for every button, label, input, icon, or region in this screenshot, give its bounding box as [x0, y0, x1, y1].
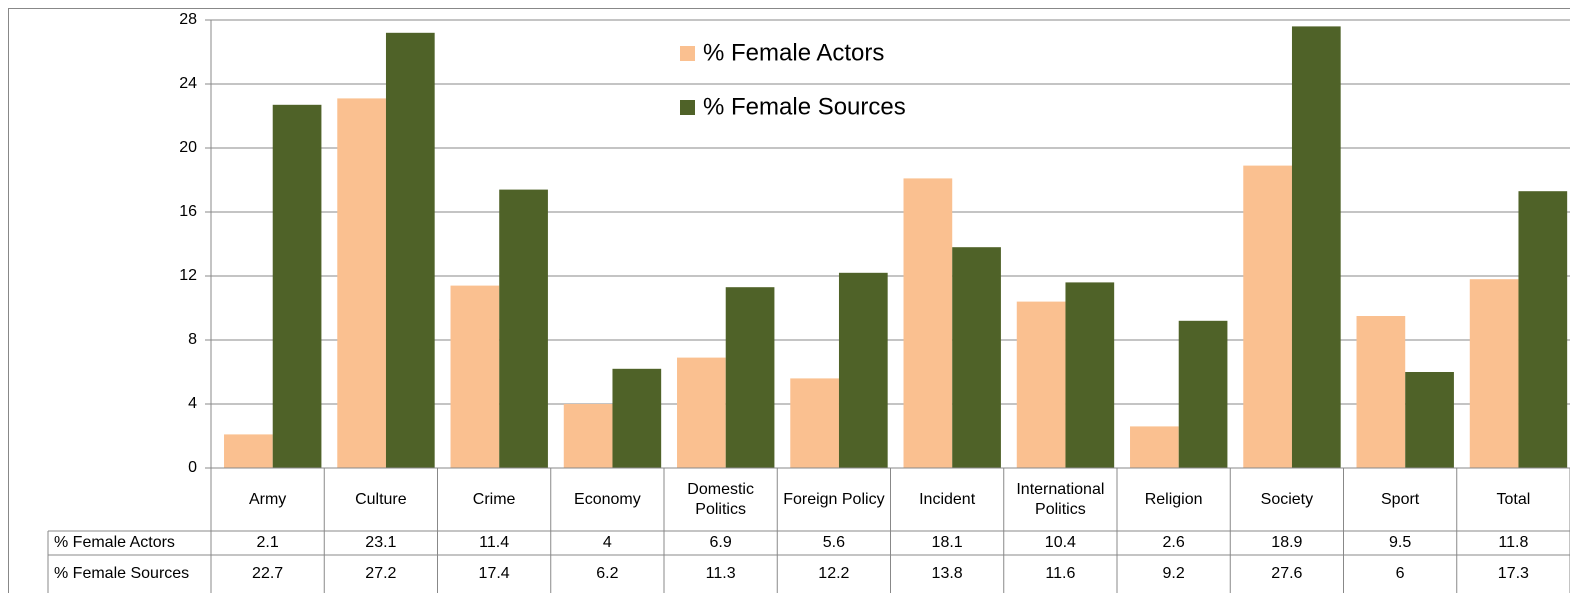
x-tick-cell: Society: [1260, 490, 1314, 508]
bar: [499, 189, 548, 468]
bar: [272, 104, 322, 469]
table-value: 6.2: [596, 565, 618, 582]
x-tick-label: Foreign Policy: [783, 490, 885, 508]
bar: [903, 178, 953, 468]
x-tick-cell: Domestic Politics: [687, 480, 754, 518]
x-tick-cell: Crime: [472, 490, 516, 508]
y-tick-label: 16: [179, 203, 197, 220]
y-tick-label: 20: [179, 139, 197, 156]
table-value: 5.6: [823, 534, 845, 551]
table-value: 11.4: [479, 534, 509, 551]
table-value: 12.2: [818, 565, 849, 582]
table-value: 6: [1396, 565, 1405, 582]
x-tick-label: Religion: [1144, 490, 1203, 508]
x-tick-label: Incident: [919, 490, 976, 508]
table-value: 27.2: [365, 565, 396, 582]
y-tick-label: 4: [188, 395, 197, 412]
x-tick-cell: Sport: [1381, 490, 1420, 508]
table-value: 6.9: [710, 534, 732, 551]
table-value: 9.2: [1163, 565, 1185, 582]
bar: [1178, 320, 1228, 468]
bar: [450, 285, 500, 468]
bar: [1016, 301, 1066, 468]
table-value: 4: [603, 534, 612, 551]
y-tick-label: 0: [188, 459, 197, 476]
chart-border: [8, 8, 1570, 593]
x-tick-label: Economy: [574, 490, 641, 508]
x-tick-label: Domestic Politics: [687, 480, 754, 518]
bar: [563, 404, 613, 468]
x-tick-cell: Economy: [574, 490, 641, 508]
x-tick-cell: International Politics: [1016, 480, 1105, 518]
bar: [1130, 426, 1179, 468]
table-value: 17.4: [479, 565, 510, 582]
x-tick-cell: Foreign Policy: [783, 490, 885, 508]
x-tick-cell: Religion: [1144, 490, 1203, 508]
bar: [952, 247, 1001, 468]
x-tick-label: Total: [1496, 490, 1531, 508]
table-value: 23.1: [365, 534, 396, 551]
bar: [677, 357, 726, 468]
bar: [1405, 372, 1454, 468]
table-value: 18.9: [1271, 534, 1302, 551]
table-value: 17.3: [1498, 565, 1529, 582]
bar: [612, 368, 662, 468]
legend-label: % Female Actors: [703, 39, 884, 66]
x-tick-label: Society: [1260, 490, 1314, 508]
table-value: 11.3: [706, 565, 736, 582]
table-row-label: % Female Actors: [54, 534, 175, 551]
bar: [224, 434, 273, 468]
x-tick-label: Army: [248, 490, 287, 508]
x-tick-label: Crime: [472, 490, 516, 508]
table-value: 11.8: [1498, 534, 1528, 551]
x-tick-label: International Politics: [1016, 480, 1105, 518]
bar: [1469, 279, 1519, 468]
table-value: 22.7: [252, 565, 283, 582]
table-row-label: % Female Sources: [54, 565, 189, 582]
x-tick-cell: Army: [248, 490, 287, 508]
x-tick-cell: Culture: [355, 490, 407, 508]
x-tick-label: Sport: [1381, 490, 1420, 508]
bar: [725, 287, 775, 468]
legend-swatch: [680, 100, 695, 115]
legend-swatch: [680, 46, 695, 61]
bar: [1243, 165, 1292, 468]
table-value: 2.6: [1163, 534, 1185, 551]
x-tick-cell: Total: [1496, 490, 1531, 508]
bar: [790, 378, 839, 468]
table-value: 18.1: [932, 534, 963, 551]
table-value: 2.1: [257, 534, 279, 551]
legend-label: % Female Sources: [703, 93, 906, 120]
x-tick-cell: Incident: [919, 490, 976, 508]
y-tick-label: 24: [179, 75, 197, 92]
bar: [838, 272, 888, 468]
table-value: 13.8: [932, 565, 963, 582]
y-tick-label: 8: [188, 331, 197, 348]
bar: [1518, 191, 1568, 468]
bar: [1291, 26, 1341, 469]
bar: [337, 98, 386, 469]
table-value: 27.6: [1271, 565, 1302, 582]
bar: [385, 32, 435, 469]
bar: [1065, 282, 1115, 468]
table-value: 10.4: [1045, 534, 1076, 551]
bar: [1356, 316, 1406, 468]
table-value: 9.5: [1389, 534, 1411, 551]
table-value: 11.6: [1045, 565, 1075, 582]
y-tick-label: 12: [179, 267, 197, 284]
y-tick-label: 28: [179, 11, 197, 28]
x-tick-label: Culture: [355, 490, 407, 508]
